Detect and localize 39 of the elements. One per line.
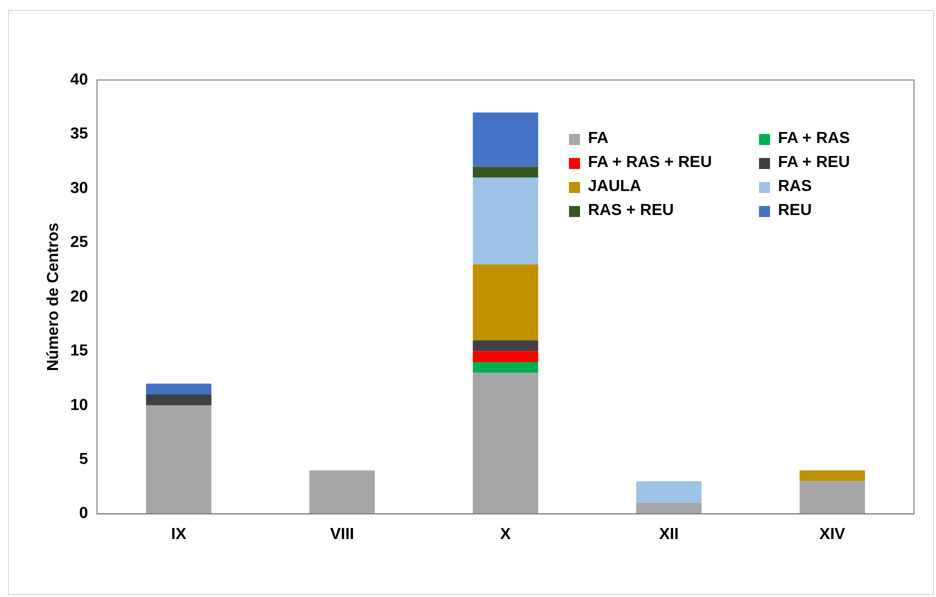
bar	[472, 362, 538, 373]
y-tick-label: 20	[70, 288, 88, 306]
bar	[472, 372, 538, 514]
y-tick-label: 30	[70, 180, 88, 197]
y-axis-title: Número de Centros	[45, 222, 62, 372]
y-tick-label: 5	[79, 450, 88, 468]
legend-label: JAULA	[588, 178, 642, 196]
bar	[146, 394, 212, 406]
x-tick-label: XII	[659, 526, 679, 543]
y-tick-label: 35	[70, 126, 88, 143]
bar	[472, 340, 538, 352]
bar	[146, 405, 212, 514]
x-tick-label: XIV	[819, 526, 846, 543]
x-tick-label: VIII	[330, 526, 354, 543]
bar	[146, 384, 212, 395]
bar	[472, 178, 538, 264]
y-tick-label: 25	[70, 234, 88, 252]
y-tick-label: 40	[70, 71, 88, 88]
bar	[800, 470, 865, 482]
y-tick-label: 0	[79, 505, 88, 522]
bar	[636, 502, 702, 514]
bar	[636, 481, 702, 503]
x-tick-label: IX	[171, 526, 187, 543]
legend-label: FA + REU	[778, 154, 850, 172]
legend-label: REU	[778, 202, 812, 220]
legend-label: FA	[588, 130, 608, 148]
x-tick-label: X	[500, 526, 512, 543]
legend-label: RAS + REU	[588, 202, 674, 220]
legend-label: RAS	[778, 178, 812, 196]
bar	[472, 351, 538, 362]
bar	[800, 481, 865, 514]
legend-label: FA + RAS	[778, 130, 850, 148]
bar	[472, 264, 538, 340]
bar	[472, 166, 538, 178]
y-tick-label: 15	[70, 342, 88, 360]
bar	[472, 112, 538, 167]
bar	[309, 470, 375, 514]
y-tick-label: 10	[70, 396, 88, 414]
legend-label: FA + RAS + REU	[588, 154, 712, 172]
